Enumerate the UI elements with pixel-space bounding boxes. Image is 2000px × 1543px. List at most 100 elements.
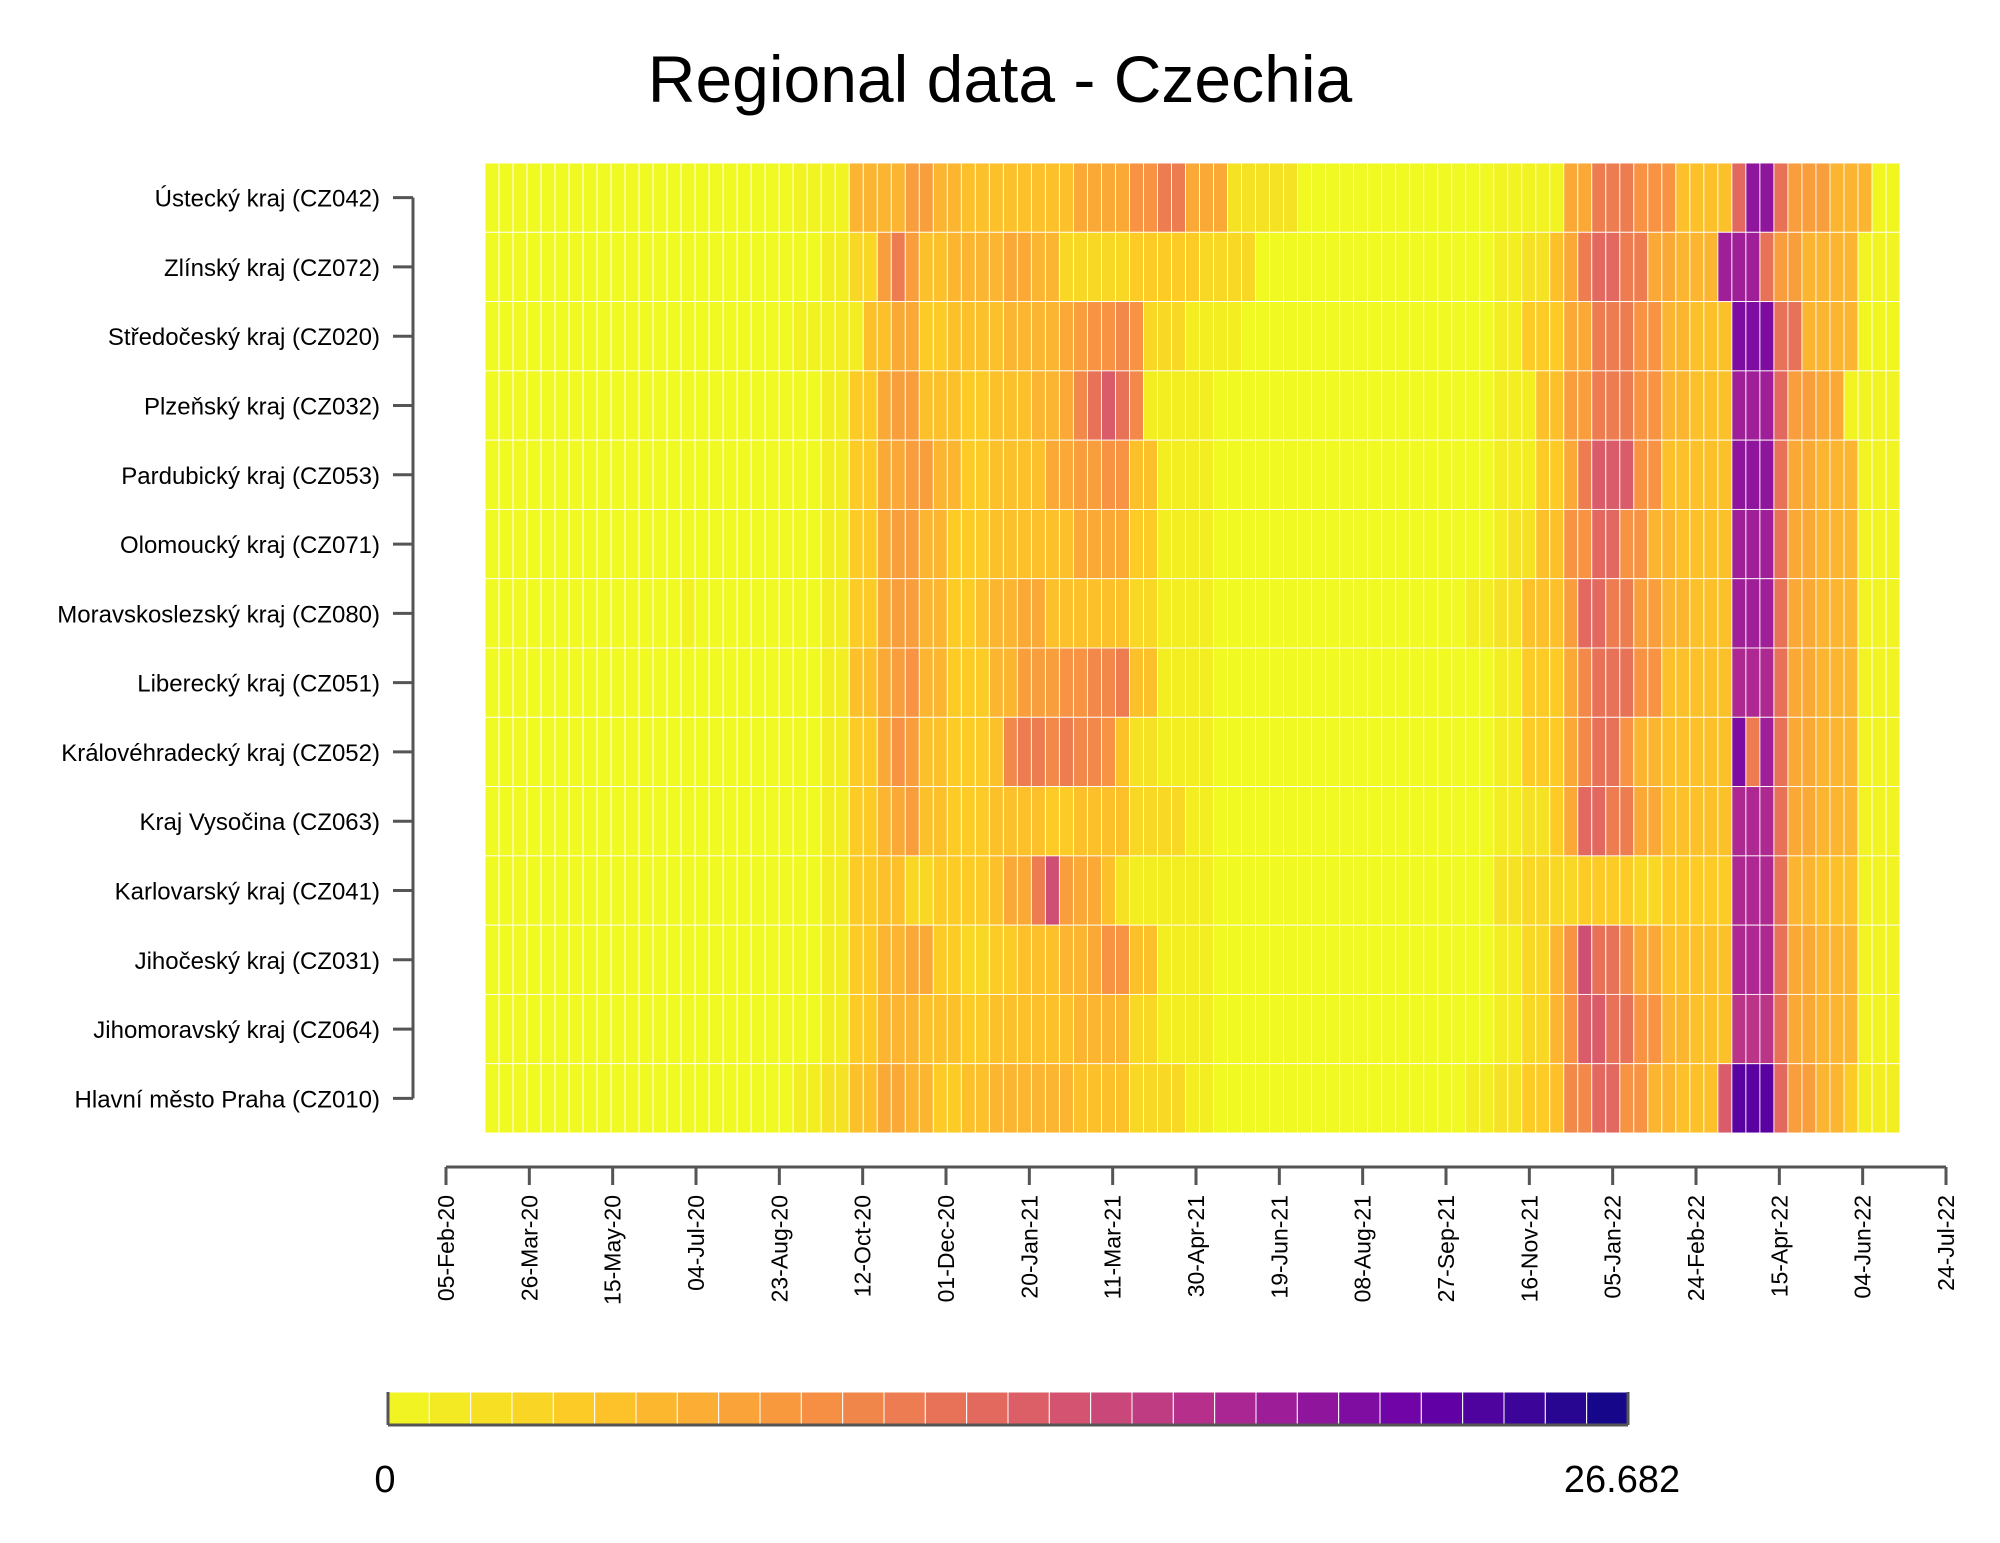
heatmap-cell bbox=[1885, 1063, 1901, 1134]
heatmap-cell bbox=[1395, 993, 1411, 1065]
heatmap-cell bbox=[1339, 301, 1355, 372]
heatmap-cell bbox=[1451, 924, 1467, 995]
heatmap-cell bbox=[932, 370, 948, 441]
heatmap-cell bbox=[932, 786, 948, 857]
heatmap-cell bbox=[946, 508, 962, 580]
heatmap-cell bbox=[680, 162, 696, 233]
heatmap-cell bbox=[1199, 370, 1214, 441]
heatmap-cell bbox=[1745, 716, 1761, 788]
heatmap-cell bbox=[610, 370, 626, 441]
heatmap-cell bbox=[1044, 231, 1060, 303]
heatmap-cell bbox=[568, 1063, 584, 1134]
heatmap-cell bbox=[1016, 647, 1032, 718]
heatmap-cell bbox=[988, 301, 1004, 372]
heatmap-cell bbox=[1395, 924, 1411, 995]
heatmap-cell bbox=[568, 370, 584, 441]
heatmap-cell bbox=[736, 578, 752, 649]
heatmap-cell bbox=[806, 370, 822, 441]
heatmap-cell bbox=[946, 716, 962, 788]
heatmap-cell bbox=[680, 370, 696, 441]
heatmap-cell bbox=[624, 508, 640, 580]
heatmap-cell bbox=[1227, 162, 1242, 233]
heatmap-cell bbox=[1703, 370, 1719, 441]
heatmap-cell bbox=[1157, 578, 1172, 649]
heatmap-cell bbox=[1773, 231, 1789, 303]
heatmap-cell bbox=[848, 1063, 864, 1134]
heatmap-cell bbox=[1185, 924, 1200, 995]
heatmap-cell bbox=[1157, 162, 1172, 233]
heatmap-cell bbox=[1563, 924, 1579, 995]
heatmap-cell bbox=[1647, 370, 1663, 441]
heatmap-cell bbox=[694, 924, 710, 995]
heatmap-cell bbox=[974, 370, 990, 441]
heatmap-cell bbox=[1465, 578, 1481, 649]
heatmap-cell bbox=[1479, 231, 1495, 303]
heatmap-cell bbox=[694, 301, 710, 372]
heatmap-cell bbox=[1829, 508, 1845, 580]
heatmap-cell bbox=[1002, 439, 1018, 510]
colorbar-swatch bbox=[966, 1391, 1009, 1426]
heatmap-cell bbox=[1731, 855, 1747, 926]
heatmap-cell bbox=[1871, 716, 1887, 788]
x-tick-label: 05-Feb-20 bbox=[433, 1195, 459, 1301]
heatmap-cell bbox=[1213, 301, 1228, 372]
heatmap-cell bbox=[680, 439, 696, 510]
heatmap-cell bbox=[1381, 786, 1397, 857]
heatmap-cell bbox=[694, 1063, 710, 1134]
heatmap-cell bbox=[526, 716, 542, 788]
heatmap-cell bbox=[610, 855, 626, 926]
heatmap-cell bbox=[1703, 924, 1719, 995]
heatmap-cell bbox=[554, 855, 570, 926]
heatmap-cell bbox=[666, 924, 682, 995]
heatmap-cell bbox=[1787, 439, 1803, 510]
colorbar-swatch bbox=[1503, 1391, 1546, 1426]
heatmap-cell bbox=[848, 716, 864, 788]
heatmap-cell bbox=[1829, 301, 1845, 372]
heatmap-cell bbox=[1129, 647, 1144, 718]
heatmap-cell bbox=[652, 855, 668, 926]
heatmap-cell bbox=[904, 993, 920, 1065]
heatmap-cell bbox=[764, 716, 780, 788]
heatmap-cell bbox=[1619, 993, 1635, 1065]
heatmap-cell bbox=[638, 716, 654, 788]
heatmap-cell bbox=[1675, 647, 1691, 718]
colorbar-swatch bbox=[1214, 1391, 1257, 1426]
heatmap-cell bbox=[848, 647, 864, 718]
heatmap-cell bbox=[764, 439, 780, 510]
heatmap-cell bbox=[1689, 855, 1705, 926]
heatmap-cell bbox=[1030, 301, 1046, 372]
heatmap-cell bbox=[694, 508, 710, 580]
heatmap-cell bbox=[1745, 162, 1761, 233]
heatmap-cell bbox=[932, 578, 948, 649]
heatmap-cell bbox=[1072, 508, 1088, 580]
heatmap-cell bbox=[1030, 647, 1046, 718]
heatmap-cell bbox=[960, 1063, 976, 1134]
heatmap-cell bbox=[820, 162, 836, 233]
heatmap-cell bbox=[750, 1063, 766, 1134]
heatmap-cell bbox=[1423, 439, 1439, 510]
heatmap-cell bbox=[1703, 647, 1719, 718]
heatmap-cell bbox=[1675, 786, 1691, 857]
heatmap-cell bbox=[1885, 993, 1901, 1065]
heatmap-cell bbox=[834, 855, 850, 926]
heatmap-cell bbox=[1703, 162, 1719, 233]
heatmap-cell bbox=[778, 162, 794, 233]
heatmap-cell bbox=[624, 786, 640, 857]
heatmap-cell bbox=[1717, 786, 1733, 857]
heatmap-cell bbox=[1829, 924, 1845, 995]
heatmap-cell bbox=[1843, 301, 1859, 372]
heatmap-cell bbox=[1563, 1063, 1579, 1134]
heatmap-cell bbox=[778, 855, 794, 926]
heatmap-cell bbox=[596, 508, 612, 580]
heatmap-cell bbox=[1381, 301, 1397, 372]
heatmap-cell bbox=[820, 855, 836, 926]
heatmap-cell bbox=[1044, 301, 1060, 372]
heatmap-cell bbox=[1283, 647, 1299, 718]
heatmap-cell bbox=[1633, 855, 1649, 926]
heatmap-cell bbox=[680, 786, 696, 857]
y-tick-label: Jihočeský kraj (CZ031) bbox=[135, 948, 380, 975]
heatmap-cell bbox=[1675, 301, 1691, 372]
heatmap-cell bbox=[1479, 647, 1495, 718]
colorbar-swatch bbox=[1255, 1391, 1298, 1426]
heatmap-cell bbox=[680, 855, 696, 926]
